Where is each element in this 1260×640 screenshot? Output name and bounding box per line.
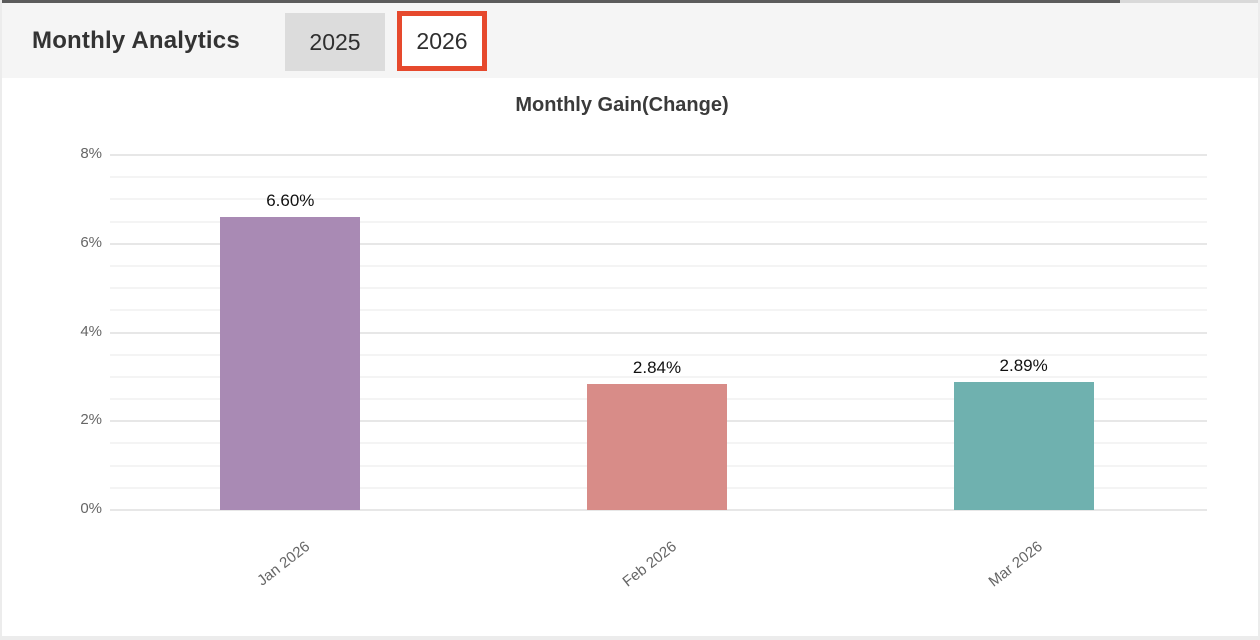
bar-value-label: 2.84% [632, 357, 682, 377]
gridline-major [110, 331, 1207, 334]
y-axis-tick-label: 6% [80, 233, 102, 251]
bar-value-label: 6.60% [266, 191, 315, 211]
gridline-minor [110, 375, 1207, 378]
gridline-major [110, 509, 1207, 511]
gridline-major [110, 154, 1207, 156]
gridline-minor [110, 220, 1207, 223]
gridline-minor [110, 287, 1207, 290]
bar-jan-2026[interactable] [220, 217, 361, 510]
y-axis-tick-label: 8% [80, 145, 102, 162]
bar-feb-2026[interactable] [587, 383, 727, 510]
tab-2025[interactable]: 2025 [285, 13, 385, 71]
gridline-minor [110, 309, 1207, 312]
x-axis-label: Mar 2026 [985, 538, 1047, 591]
y-axis-tick-label: 2% [80, 411, 102, 429]
chart-title: Monthly Gain(Change) [515, 94, 729, 116]
gridline-minor [110, 353, 1207, 356]
bar-mar-2026[interactable] [953, 381, 1094, 510]
y-axis-tick-label: 4% [80, 322, 102, 340]
bar-chart-plot: 0% 2% 4% 6% 8% 6.60% Jan 2026 2.84% Feb 2026 2.89… [80, 145, 1207, 590]
x-axis-label: Feb 2026 [619, 538, 680, 591]
page-title: Monthly Analytics [32, 26, 240, 54]
bar-value-label: 2.89% [999, 355, 1048, 375]
gridline-major [110, 242, 1207, 245]
header: Monthly Analytics 2025 2026 [2, 3, 1258, 78]
gridline-minor [110, 198, 1207, 201]
window-top-border [2, 0, 1258, 3]
gridline-minor [110, 264, 1207, 267]
gridline-minor [110, 176, 1207, 179]
tab-2026-selected-highlight[interactable]: 2026 [397, 11, 487, 71]
bottom-border [2, 636, 1258, 640]
y-axis-tick-label: 0% [80, 500, 102, 517]
x-axis-label: Jan 2026 [253, 538, 313, 590]
